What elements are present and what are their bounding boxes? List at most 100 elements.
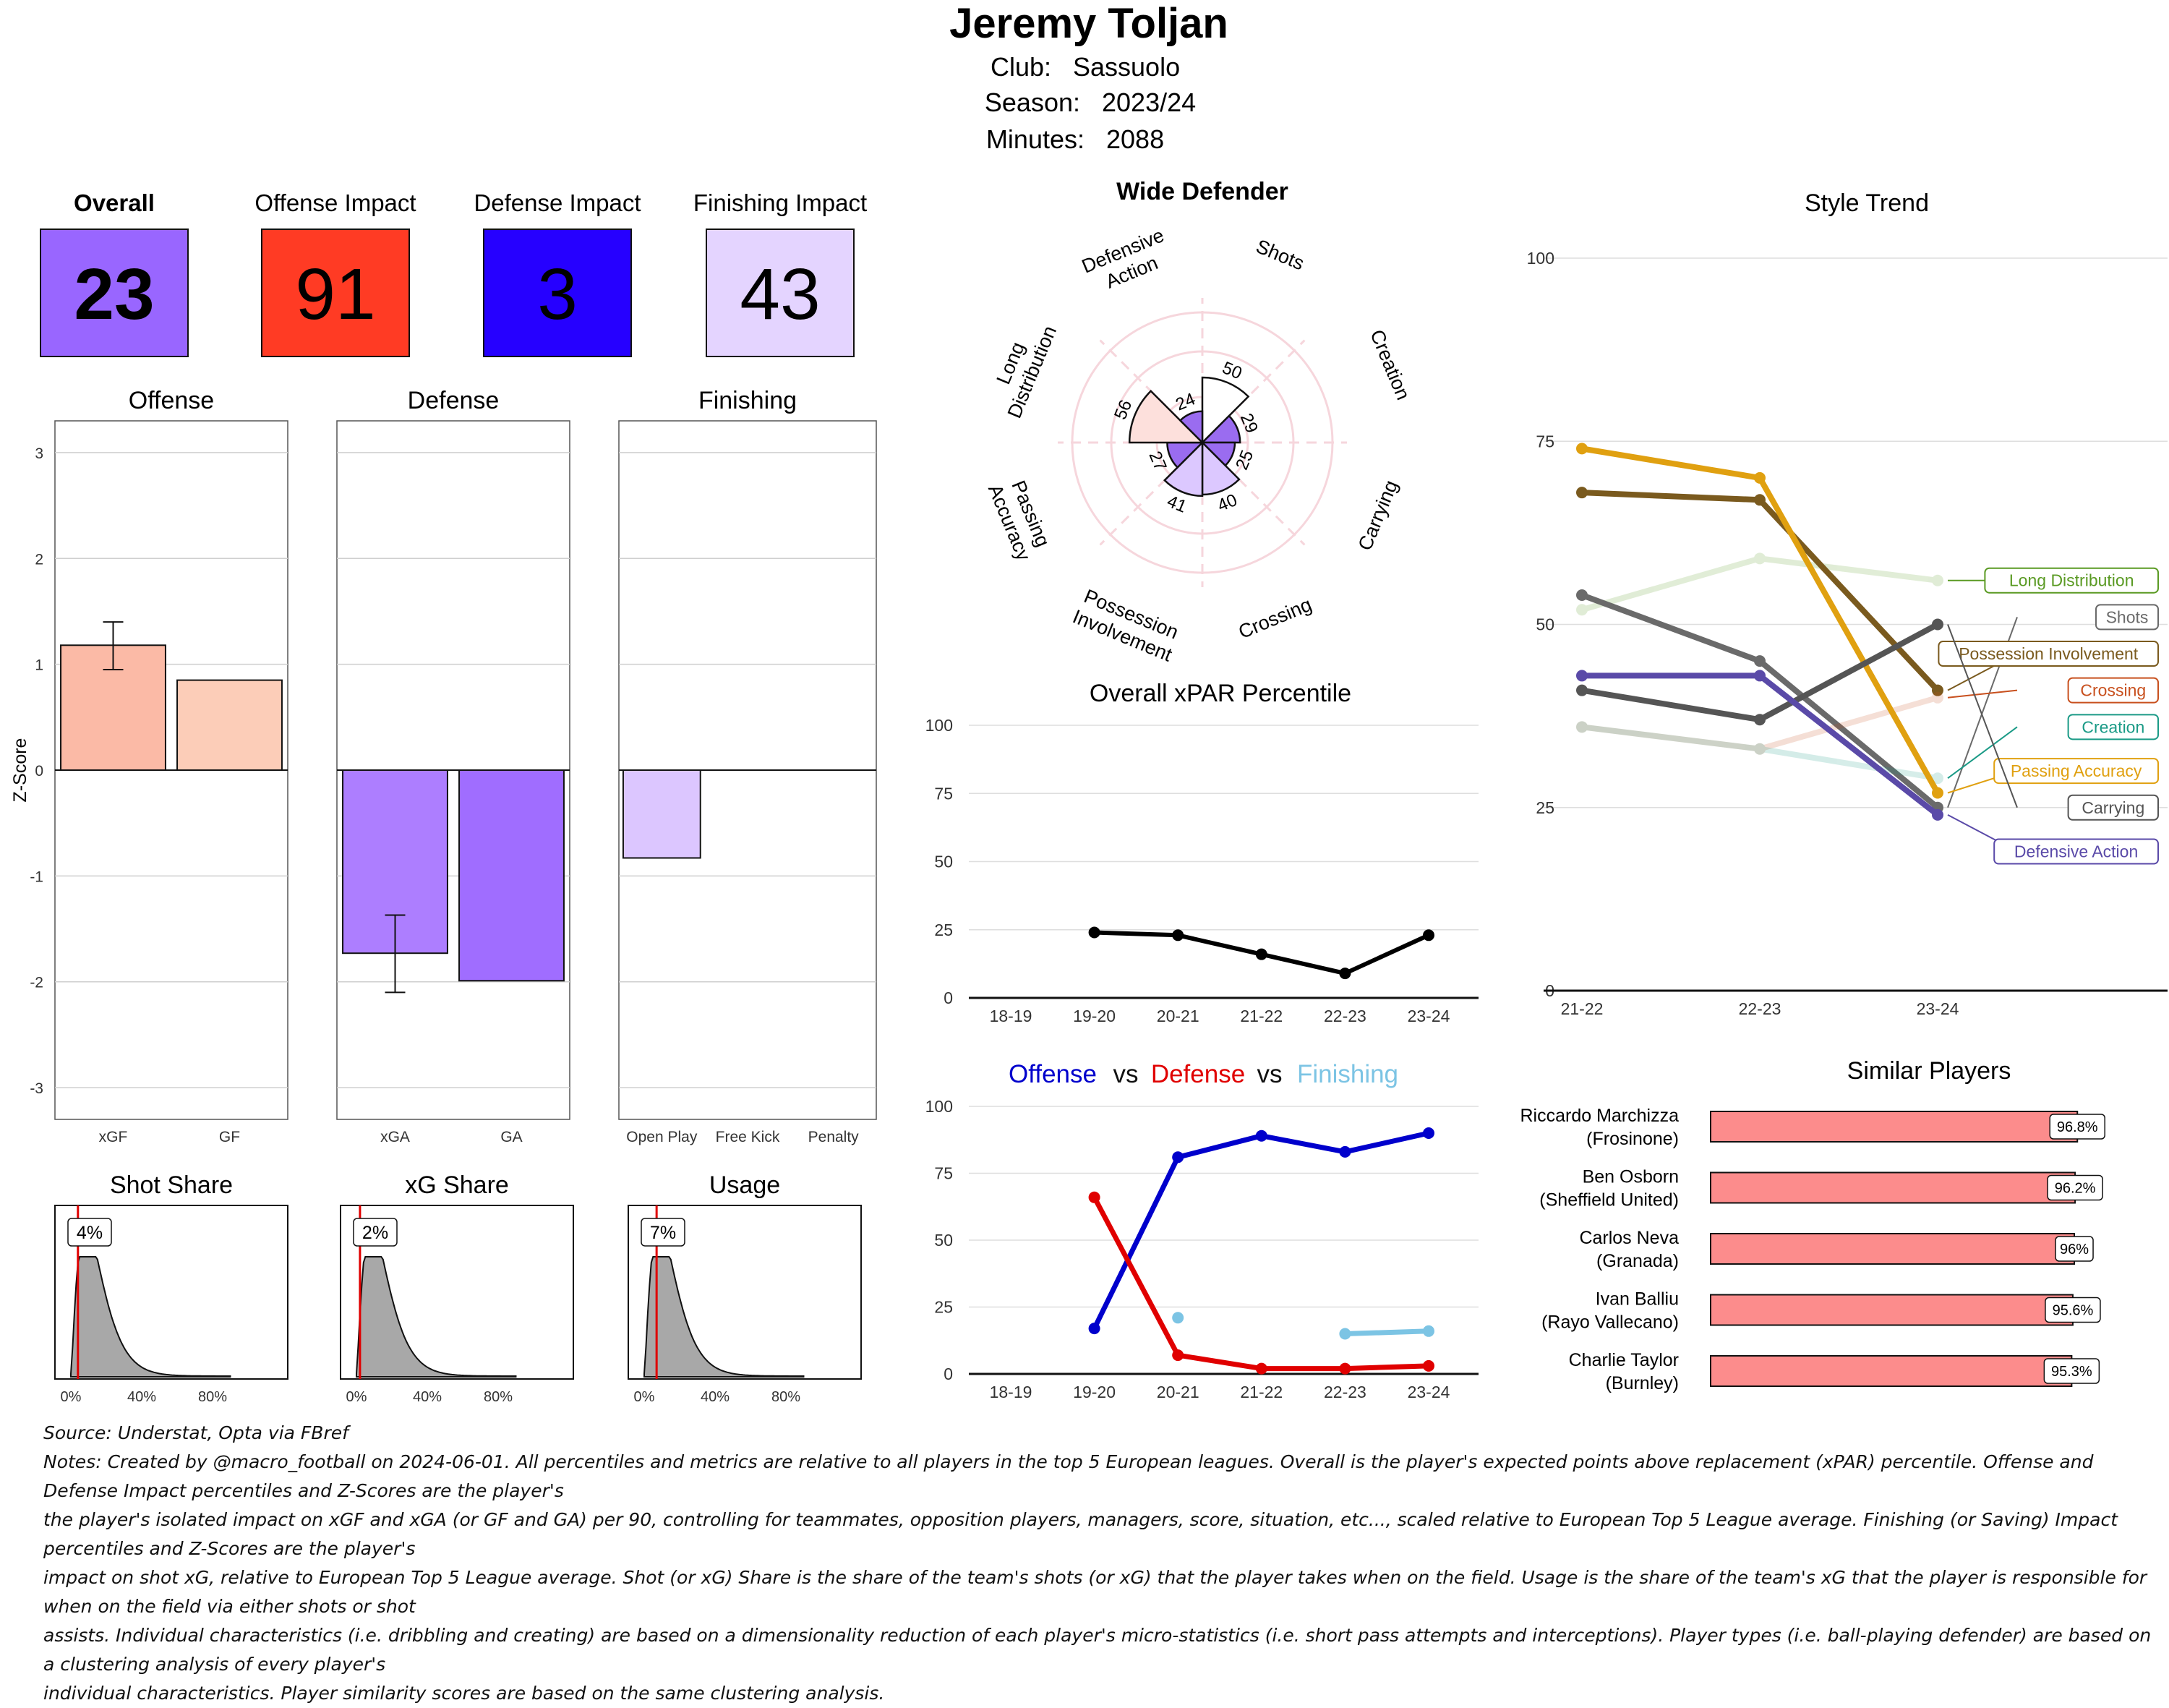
panel-title: Finishing xyxy=(698,387,797,414)
ovd-title-part: vs xyxy=(1113,1060,1139,1088)
style-point xyxy=(1576,589,1588,601)
xpar-percentile-chart: Overall xPAR Percentile 0 25 50 75 100 18-19 19… xyxy=(925,680,1479,1025)
share-density xyxy=(70,1256,231,1378)
similar-player-team: (Burnley) xyxy=(1606,1373,1679,1393)
xpar-point xyxy=(1172,929,1184,941)
y-tick-label: 75 xyxy=(934,1164,953,1183)
similar-player-name: Riccardo Marchizza xyxy=(1520,1106,1679,1126)
radar-value: 50 xyxy=(1220,358,1245,383)
x-tick-label: 18-19 xyxy=(990,1007,1032,1025)
style-label: Carrying xyxy=(2082,798,2144,817)
share-density xyxy=(643,1256,805,1378)
radar-value: 41 xyxy=(1164,492,1189,517)
category-label: Open Play xyxy=(626,1129,698,1145)
radar-bar xyxy=(1178,410,1204,445)
ovd-defense-point xyxy=(1172,1349,1184,1362)
minutes-label: Minutes: xyxy=(986,124,1084,154)
category-label: xGF xyxy=(99,1129,128,1145)
y-tick-label: 50 xyxy=(1536,615,1554,634)
card-value: 23 xyxy=(74,254,154,335)
share-tick: 80% xyxy=(484,1389,513,1405)
style-series xyxy=(1576,691,1943,755)
style-leader xyxy=(1947,726,2018,780)
source-line: Source: Understat, Opta via FBref xyxy=(43,1422,348,1443)
x-tick-label: 20-21 xyxy=(1157,1383,1199,1401)
panel-title: Defense xyxy=(408,387,500,414)
radar-value: 40 xyxy=(1215,490,1240,516)
x-tick-label: 21-22 xyxy=(1240,1007,1283,1025)
share-tick: 40% xyxy=(127,1389,156,1405)
style-label: Long Distribution xyxy=(2009,571,2134,590)
similar-player-team: (Frosinone) xyxy=(1586,1129,1679,1149)
xpar-point xyxy=(1423,929,1434,941)
style-point xyxy=(1754,494,1766,506)
similar-player-team: (Granada) xyxy=(1596,1251,1679,1271)
similar-label-box xyxy=(2047,1174,2103,1201)
wide-defender-radar: Wide Defender 50 Shots 29 Creation 25 Carrying… xyxy=(982,178,1414,666)
style-point xyxy=(1576,487,1588,499)
header: Jeremy Toljan Club: Sassuolo Season: 202… xyxy=(949,0,1228,154)
share-density xyxy=(356,1256,517,1378)
zscore-bar xyxy=(458,769,565,982)
zscore-tick-label: 1 xyxy=(35,657,43,674)
radar-bar xyxy=(1128,389,1205,444)
similar-bar xyxy=(1710,1111,2079,1143)
similar-player-name: Charlie Taylor xyxy=(1569,1350,1679,1370)
style-leader xyxy=(1947,689,2018,699)
ovd-finishing-point xyxy=(1423,1325,1434,1337)
zscore-bar xyxy=(622,769,701,859)
radar-bar xyxy=(1199,414,1241,444)
style-point xyxy=(1754,743,1766,755)
x-tick-label: 18-19 xyxy=(990,1383,1032,1401)
share-title: Shot Share xyxy=(110,1171,233,1199)
style-label: Passing Accuracy xyxy=(2011,761,2142,780)
y-tick-label: 100 xyxy=(1527,249,1554,268)
club-value: Sassuolo xyxy=(1073,52,1180,82)
zscore-tick-label: -3 xyxy=(30,1080,43,1097)
footer-notes: Source: Understat, Opta via FBref Notes:… xyxy=(43,1419,2162,1708)
style-label-box xyxy=(2067,677,2160,704)
season-value: 2023/24 xyxy=(1102,87,1196,117)
share-tick: 40% xyxy=(701,1389,730,1405)
offense-defense-finishing-chart: Offense vs Defense vs Finishing 0 25 50 75 100 18-… xyxy=(925,1060,1479,1401)
style-point xyxy=(1932,691,1943,704)
card-value: 3 xyxy=(537,254,578,335)
zscore-tick-label: 3 xyxy=(35,445,43,462)
style-label: Creation xyxy=(2082,717,2144,736)
share-tick: 0% xyxy=(346,1389,367,1405)
club-label: Club: xyxy=(991,52,1051,82)
radar-bar xyxy=(1201,376,1250,445)
ovd-offense-point xyxy=(1172,1151,1184,1163)
radar-category: Shots xyxy=(1253,235,1307,274)
x-tick-label: 19-20 xyxy=(1073,1007,1116,1025)
card-box xyxy=(706,229,855,357)
player-name: Jeremy Toljan xyxy=(949,0,1228,47)
similar-bar xyxy=(1710,1355,2073,1387)
card-title: Defense Impact xyxy=(474,189,641,216)
card-box xyxy=(261,229,410,357)
ovd-defense-point xyxy=(1423,1359,1434,1372)
zscore-axis-label: Z-Score xyxy=(10,738,30,803)
style-line xyxy=(1580,555,1938,613)
ovd-title-part: Defense xyxy=(1151,1060,1245,1088)
style-line xyxy=(1581,694,1939,752)
style-point xyxy=(1576,604,1588,616)
zscore-tick-label: -2 xyxy=(30,975,43,991)
card-value: 91 xyxy=(295,254,375,335)
zscore-tick-label: -1 xyxy=(30,868,43,885)
share-label: 4% xyxy=(77,1223,103,1243)
style-point xyxy=(1932,772,1943,785)
share-tick: 80% xyxy=(198,1389,227,1405)
y-tick-label: 25 xyxy=(1536,798,1554,817)
ovd-defense-point xyxy=(1255,1362,1267,1375)
style-point xyxy=(1754,670,1766,682)
radar-category: LongDistribution xyxy=(982,314,1061,422)
similar-player-name: Ben Osborn xyxy=(1583,1167,1679,1187)
radar-value: 24 xyxy=(1173,389,1198,414)
similar-player-name: Ivan Balliu xyxy=(1596,1289,1679,1310)
ovd-finishing-point xyxy=(1172,1312,1184,1324)
x-tick-label: 22-23 xyxy=(1324,1007,1366,1025)
share-title: xG Share xyxy=(405,1171,509,1199)
x-tick-label: 23-24 xyxy=(1408,1007,1450,1025)
